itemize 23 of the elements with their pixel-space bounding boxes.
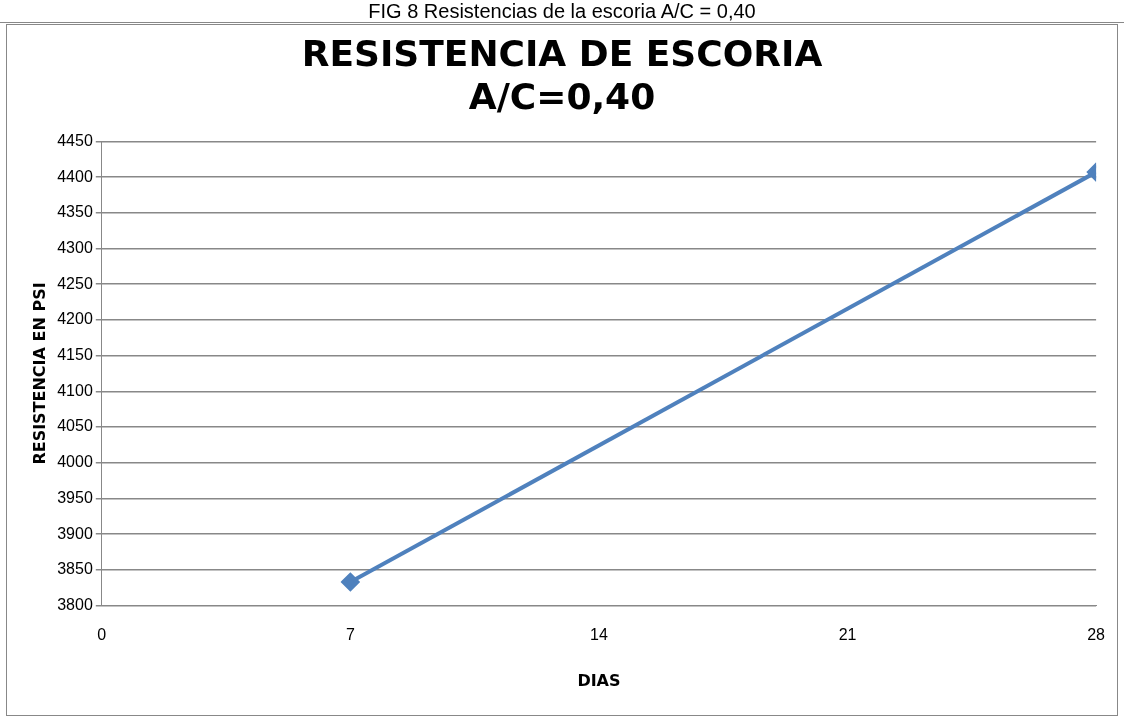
y-tick-label: 3900: [57, 524, 93, 542]
x-tick-label: 7: [345, 625, 355, 643]
y-tick-label: 4400: [57, 167, 93, 185]
x-tick-label: 28: [1087, 625, 1106, 643]
x-axis-title: DIAS: [577, 670, 621, 690]
x-tick-label: 21: [838, 625, 857, 643]
y-tick-label: 4050: [57, 417, 93, 435]
y-axis-title: RESISTENCIA EN PSI: [29, 282, 49, 465]
y-tick-label: 3800: [57, 596, 93, 614]
y-tick-label: 4000: [57, 453, 93, 471]
y-tick-label: 3950: [57, 488, 93, 506]
y-tick-label: 4300: [57, 238, 93, 256]
y-tick-label: 4450: [57, 131, 93, 149]
y-tick-label: 4100: [57, 381, 93, 399]
y-tick-label: 3850: [57, 560, 93, 578]
x-tick-label: 14: [590, 625, 608, 643]
y-tick-label: 4150: [57, 346, 93, 364]
y-tick-label: 4200: [57, 310, 93, 328]
y-tick-label: 4350: [57, 203, 93, 221]
y-tick-label: 4250: [57, 274, 93, 292]
x-tick-label: 0: [97, 625, 107, 643]
caption: FIG 8 Resistencias de la escoria A/C = 0,40: [0, 0, 1124, 23]
chart-title: RESISTENCIA DE ESCORIA A/C=0,40: [301, 32, 823, 118]
